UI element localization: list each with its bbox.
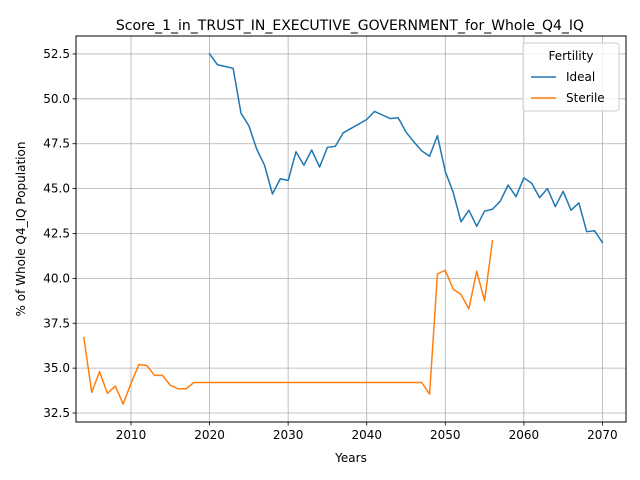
x-axis-title: Years (334, 451, 367, 465)
x-tick-label: 2040 (351, 428, 382, 442)
y-tick-label: 40.0 (43, 271, 70, 285)
x-tick-label: 2030 (273, 428, 304, 442)
y-tick-label: 35.0 (43, 361, 70, 375)
series-line-ideal (208, 52, 604, 244)
grid (76, 36, 626, 422)
y-axis: 32.5 35.0 37.5 40.0 42.5 45.0 47.5 50.0 52.5 (43, 47, 76, 420)
legend-label-sterile: Sterile (566, 91, 605, 105)
y-tick-label: 47.5 (43, 137, 70, 151)
x-tick-label: 2020 (194, 428, 225, 442)
x-tick-label: 2070 (587, 428, 618, 442)
x-tick-label: 2010 (116, 428, 147, 442)
legend-title: Fertility (548, 49, 593, 63)
y-tick-label: 32.5 (43, 406, 70, 420)
x-tick-label: 2050 (430, 428, 461, 442)
y-tick-label: 37.5 (43, 316, 70, 330)
series-line-sterile (83, 239, 494, 405)
y-tick-label: 45.0 (43, 182, 70, 196)
y-tick-label: 50.0 (43, 92, 70, 106)
legend: Fertility Ideal Sterile (522, 42, 620, 112)
plot-area (75, 35, 627, 423)
chart-title: Score_1_in_TRUST_IN_EXECUTIVE_GOVERNMENT… (116, 18, 584, 34)
legend-label-ideal: Ideal (566, 70, 595, 84)
x-axis: 2010 2020 2030 2040 2050 2060 2070 (116, 422, 618, 442)
series-layer (83, 52, 604, 405)
y-axis-title: % of Whole Q4_IQ Population (14, 142, 28, 317)
y-tick-label: 42.5 (43, 226, 70, 240)
x-tick-label: 2060 (509, 428, 540, 442)
y-tick-label: 52.5 (43, 47, 70, 61)
legend-box (522, 42, 620, 112)
